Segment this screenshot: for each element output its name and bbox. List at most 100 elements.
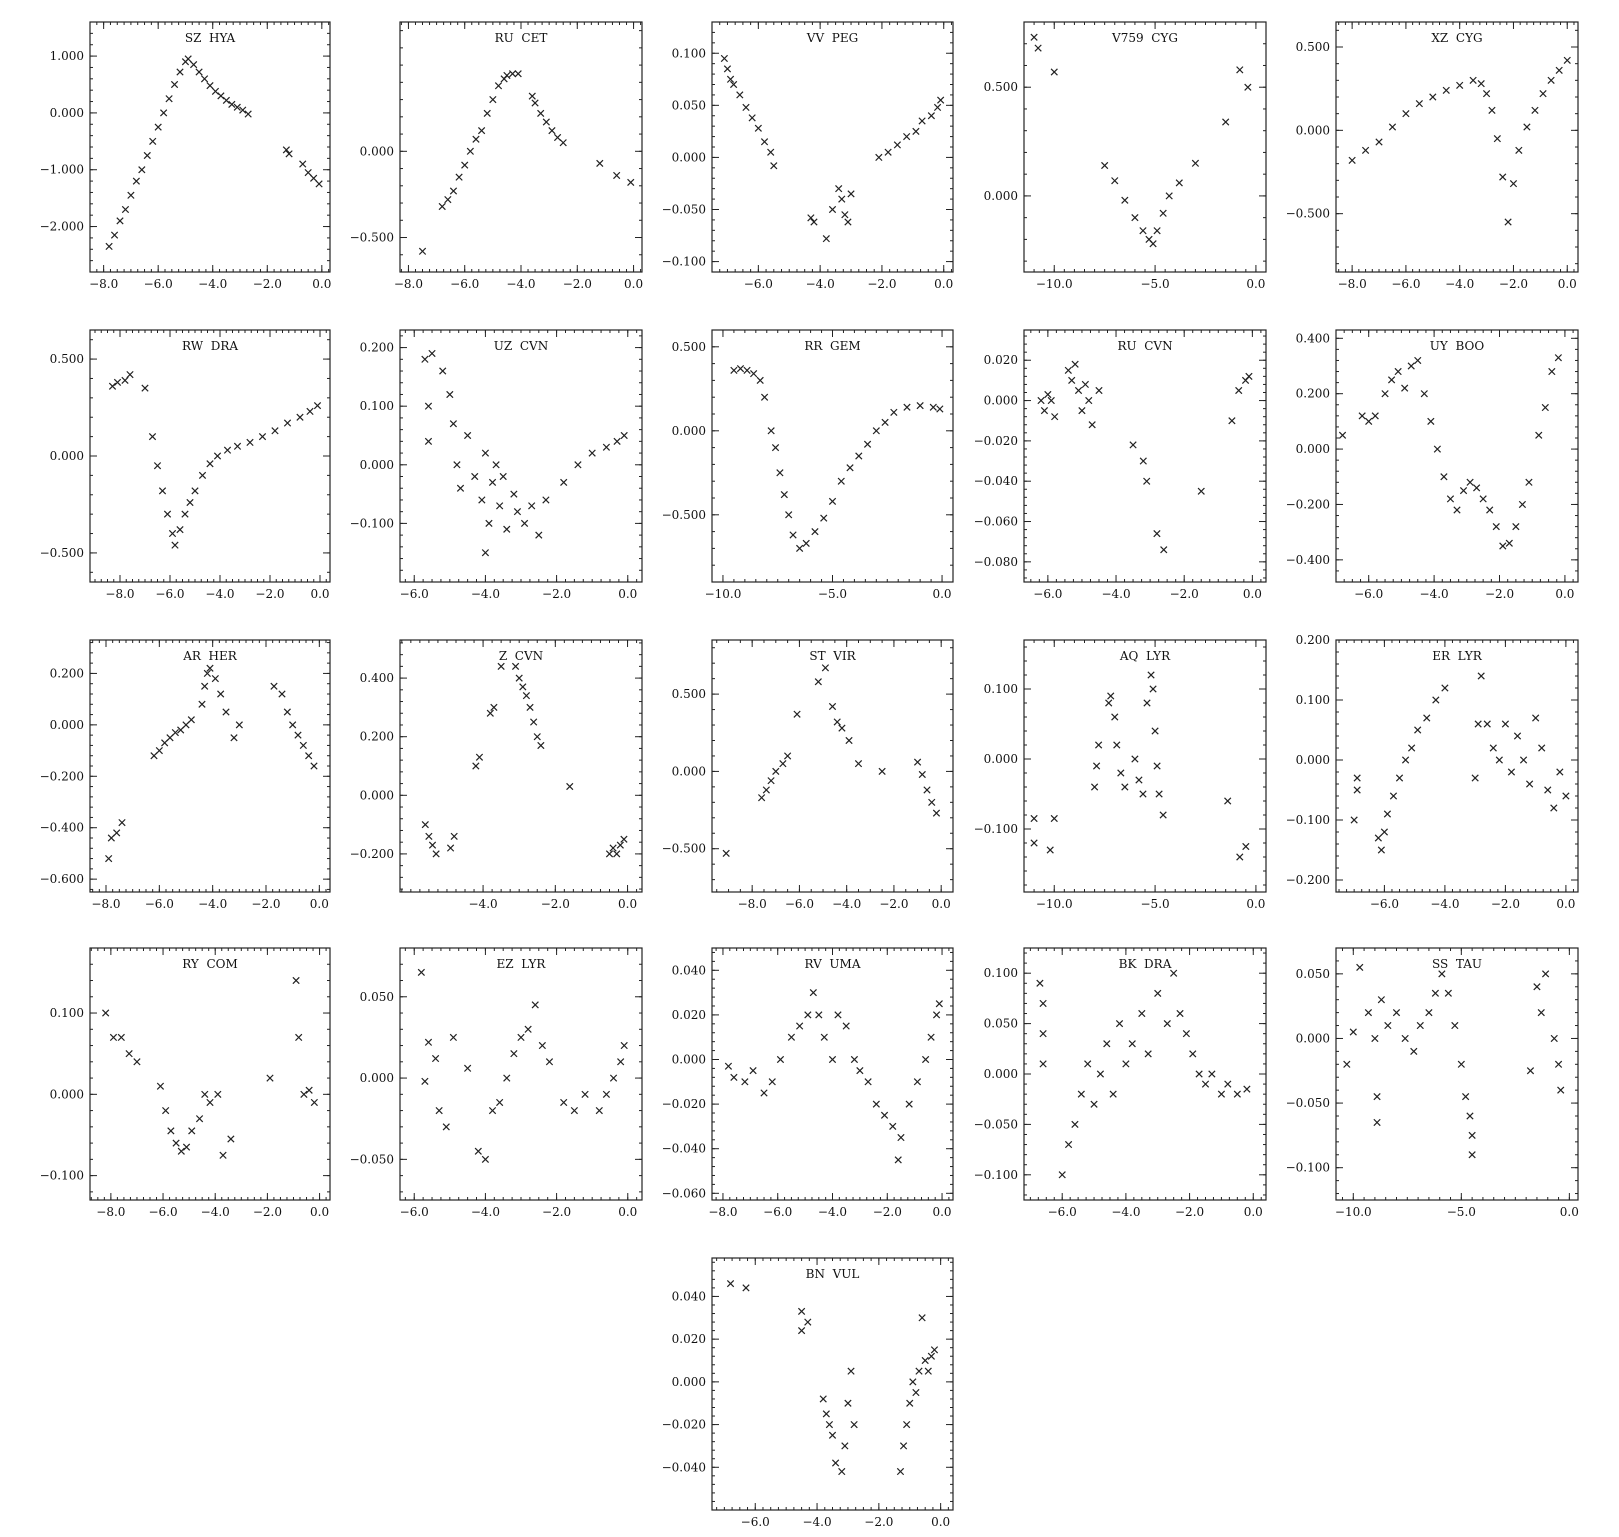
x-tick-label: −2.0	[542, 587, 571, 601]
data-point	[217, 690, 225, 698]
data-point	[116, 217, 124, 225]
chart-panel-12: −4.0 −2.0 0.0 −0.200 0.000 0.200 0.400 Z CVN	[350, 639, 643, 911]
plot-title: RU CET	[495, 31, 548, 45]
chart-panel-5: −8.0 −6.0 −4.0 −2.0 0.0 −0.500 0.000 0.500 XZ CY…	[1286, 21, 1579, 291]
plot-title: EZ LYR	[497, 957, 547, 971]
y-tick-label: 0.100	[984, 682, 1018, 696]
y-tick-label: 0.020	[672, 1332, 706, 1346]
x-tick-label: −2.0	[1491, 897, 1520, 911]
data-point	[802, 539, 810, 547]
data-point	[449, 1033, 458, 1042]
data-point	[845, 736, 853, 745]
data-point	[127, 191, 135, 199]
data-point	[186, 498, 194, 507]
data-point	[1373, 1118, 1381, 1127]
data-point	[1374, 834, 1382, 842]
data-point	[125, 1050, 133, 1058]
x-tick-label: −8.0	[105, 587, 134, 601]
y-tick-label: 0.040	[672, 963, 706, 977]
chart-panel-17: −6.0 −4.0 −2.0 0.0 −0.050 0.000 0.050 EZ LYR	[350, 947, 643, 1219]
data-point	[1046, 846, 1054, 854]
data-point	[1153, 227, 1161, 235]
data-point	[1519, 756, 1528, 764]
y-tick-label: 0.040	[672, 1289, 706, 1303]
x-tick-label: −6.0	[744, 277, 773, 291]
data-point	[117, 1033, 125, 1042]
y-tick-label: 0.050	[360, 990, 394, 1004]
data-point	[1149, 685, 1157, 693]
data-point	[833, 718, 841, 726]
plot-title: Z CVN	[499, 649, 543, 663]
data-point	[1064, 366, 1072, 374]
data-point	[1504, 218, 1512, 226]
x-tick-label: 0.0	[1243, 587, 1262, 601]
data-point	[730, 366, 738, 374]
y-tick-label: −0.040	[974, 474, 1018, 488]
data-point	[1143, 477, 1151, 485]
data-point	[1499, 542, 1507, 550]
x-tick-label: −6.0	[155, 587, 184, 601]
data-point	[566, 782, 574, 791]
x-tick-label: −8.0	[1338, 277, 1367, 291]
data-point	[927, 1352, 935, 1360]
data-point	[1159, 811, 1167, 819]
data-point	[1242, 842, 1250, 851]
data-point	[1064, 1140, 1073, 1149]
y-tick-label: 0.200	[1296, 633, 1330, 647]
data-point	[538, 1041, 546, 1050]
data-point	[772, 767, 780, 776]
data-point	[213, 452, 222, 460]
data-point	[1365, 417, 1373, 426]
x-tick-label: 0.0	[618, 587, 637, 601]
chart-panel-10: −6.0 −4.0 −2.0 0.0 −0.400 −0.200 0.000 0.200 0.4…	[1286, 329, 1579, 601]
y-tick-label: −0.100	[350, 516, 394, 530]
data-point	[1407, 362, 1415, 370]
data-point	[1410, 1047, 1418, 1056]
y-tick-label: −0.080	[974, 555, 1018, 569]
y-tick-label: 0.000	[360, 458, 394, 472]
data-point	[417, 968, 425, 977]
data-point	[1538, 744, 1546, 752]
data-point	[503, 1074, 511, 1082]
data-point	[121, 205, 130, 214]
data-point	[165, 95, 173, 103]
data-point	[154, 123, 162, 131]
data-point	[1090, 1100, 1098, 1108]
y-tick-label: 0.000	[672, 424, 706, 438]
y-tick-label: −0.040	[662, 1460, 706, 1474]
x-tick-label: −2.0	[541, 897, 570, 911]
data-point	[497, 662, 505, 670]
data-point	[930, 1346, 939, 1354]
data-point	[797, 1326, 806, 1335]
data-point	[844, 1399, 852, 1407]
data-point	[223, 446, 232, 454]
x-tick-label: 0.0	[310, 587, 329, 601]
data-point	[1541, 403, 1549, 412]
y-tick-label: 0.400	[1296, 331, 1330, 345]
data-point	[787, 1033, 796, 1041]
data-point	[1416, 1021, 1424, 1030]
data-point	[1537, 1008, 1545, 1017]
data-point	[1050, 814, 1058, 823]
x-tick-label: −4.0	[198, 277, 227, 291]
data-point	[1377, 846, 1385, 854]
y-tick-label: 0.020	[672, 1008, 706, 1022]
data-point	[190, 60, 198, 69]
data-point	[1121, 783, 1129, 791]
chart-panel-21: −6.0 −4.0 −2.0 0.0 −0.040 −0.020 0.000 0.020 0.0…	[662, 1257, 954, 1529]
data-point	[807, 214, 815, 222]
data-point	[1103, 1040, 1111, 1048]
x-tick-label: 0.0	[1244, 1205, 1263, 1219]
y-tick-label: 0.050	[672, 98, 706, 112]
x-tick-label: −4.0	[1420, 587, 1449, 601]
data-point	[453, 461, 461, 469]
y-tick-label: 0.000	[360, 144, 394, 158]
data-point	[822, 235, 830, 243]
data-point	[528, 92, 536, 100]
data-point	[923, 786, 931, 794]
data-point	[1442, 86, 1450, 94]
data-point	[847, 190, 855, 198]
data-point	[1105, 699, 1113, 707]
x-tick-label: −2.0	[251, 897, 280, 911]
y-tick-label: −0.500	[350, 231, 394, 245]
